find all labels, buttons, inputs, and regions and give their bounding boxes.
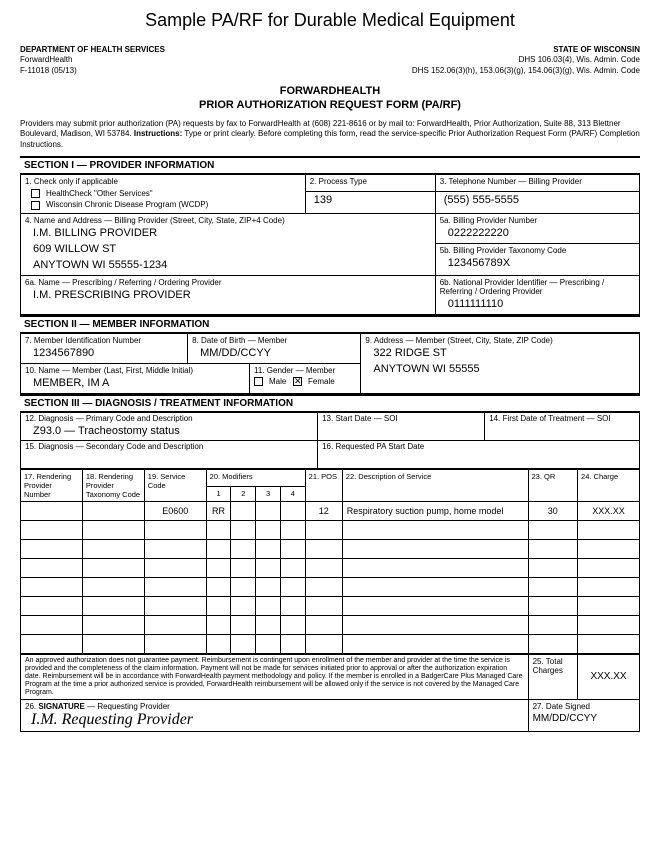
field-6a: 6a. Name — Prescribing / Referring / Ord… [21,275,436,314]
service-row-empty [21,558,640,577]
field-8: 8. Date of Birth — Member MM/DD/CCYY [188,333,361,363]
field-7: 7. Member Identification Number 12345678… [21,333,188,363]
admin-code-2: DHS 152.06(3)(h), 153.06(3)(g), 154.06(3… [412,66,640,76]
disclaimer: An approved authorization does not guara… [21,654,529,699]
healthcheck-label: HealthCheck "Other Services" [46,189,153,198]
forwardhealth-name: ForwardHealth [20,55,165,65]
section-3-table: 12. Diagnosis — Primary Code and Descrip… [20,412,640,469]
field-5: 5a. Billing Provider Number 0222222220 5… [435,213,639,275]
male-checkbox[interactable] [254,377,263,386]
section-1-table: 1. Check only if applicable HealthCheck … [20,174,640,315]
healthcheck-checkbox[interactable] [31,189,40,198]
service-row-empty [21,596,640,615]
col-23: 23. QR [528,469,578,501]
col-22: 22. Description of Service [342,469,528,501]
field-4: 4. Name and Address — Billing Provider (… [21,213,436,275]
field-25-label: 25. Total Charges [528,654,578,699]
field-9: 9. Address — Member (Street, City, State… [361,333,640,393]
field-2-label: 2. Process Type [305,174,435,192]
field-12: 12. Diagnosis — Primary Code and Descrip… [21,412,318,440]
wcdp-checkbox[interactable] [31,201,40,210]
field-25-value: XXX.XX [578,654,640,699]
section-1-header: SECTION I — PROVIDER INFORMATION [20,156,640,174]
field-13: 13. Start Date — SOI [318,412,485,440]
service-row-empty [21,539,640,558]
service-row-empty [21,520,640,539]
col-20: 20. Modifiers [206,469,305,486]
field-16: 16. Requested PA Start Date [318,440,640,468]
service-table: 17. Rendering Provider Number 18. Render… [20,469,640,654]
field-10: 10. Name — Member (Last, First, Middle I… [21,363,250,393]
intro-text: Providers may submit prior authorization… [20,119,640,150]
service-row-empty [21,634,640,653]
service-row-empty [21,615,640,634]
main-title: Sample PA/RF for Durable Medical Equipme… [20,10,640,31]
field-15: 15. Diagnosis — Secondary Code and Descr… [21,440,318,468]
state-name: STATE OF WISCONSIN [412,45,640,55]
section-3-header: SECTION III — DIAGNOSIS / TREATMENT INFO… [20,394,640,412]
dept-name: DEPARTMENT OF HEALTH SERVICES [20,45,165,55]
form-title: FORWARDHEALTH PRIOR AUTHORIZATION REQUES… [20,84,640,113]
female-checkbox[interactable]: ✕ [293,377,302,386]
page-header: DEPARTMENT OF HEALTH SERVICES ForwardHea… [20,45,640,76]
service-row-empty [21,577,640,596]
service-row-1: E0600 RR 12 Respiratory suction pump, ho… [21,501,640,520]
col-24: 24. Charge [578,469,640,501]
col-21: 21. POS [305,469,342,501]
field-14: 14. First Date of Treatment — SOI [485,412,640,440]
field-3-value: (555) 555-5555 [435,192,639,213]
footer-table: An approved authorization does not guara… [20,654,640,732]
field-27: 27. Date Signed MM/DD/CCYY [528,699,639,731]
wcdp-label: Wisconsin Chronic Disease Program (WCDP) [46,200,208,209]
field-2-value: 139 [305,192,435,213]
section-2-table: 7. Member Identification Number 12345678… [20,333,640,394]
col-18: 18. Rendering Provider Taxonomy Code [82,469,144,501]
admin-code-1: DHS 106.03(4), Wis. Admin. Code [412,55,640,65]
signature[interactable]: I.M. Requesting Provider [25,711,524,729]
field-26: 26. SIGNATURE — Requesting Provider I.M.… [21,699,529,731]
field-3-label: 3. Telephone Number — Billing Provider [435,174,639,192]
section-2-header: SECTION II — MEMBER INFORMATION [20,315,640,333]
form-number: F-11018 (05/13) [20,66,165,76]
field-1: 1. Check only if applicable HealthCheck … [21,174,306,213]
col-17: 17. Rendering Provider Number [21,469,83,501]
col-19: 19. Service Code [144,469,206,501]
field-6b: 6b. National Provider Identifier — Presc… [435,275,639,314]
field-11: 11. Gender — Member Male ✕Female [250,363,361,393]
